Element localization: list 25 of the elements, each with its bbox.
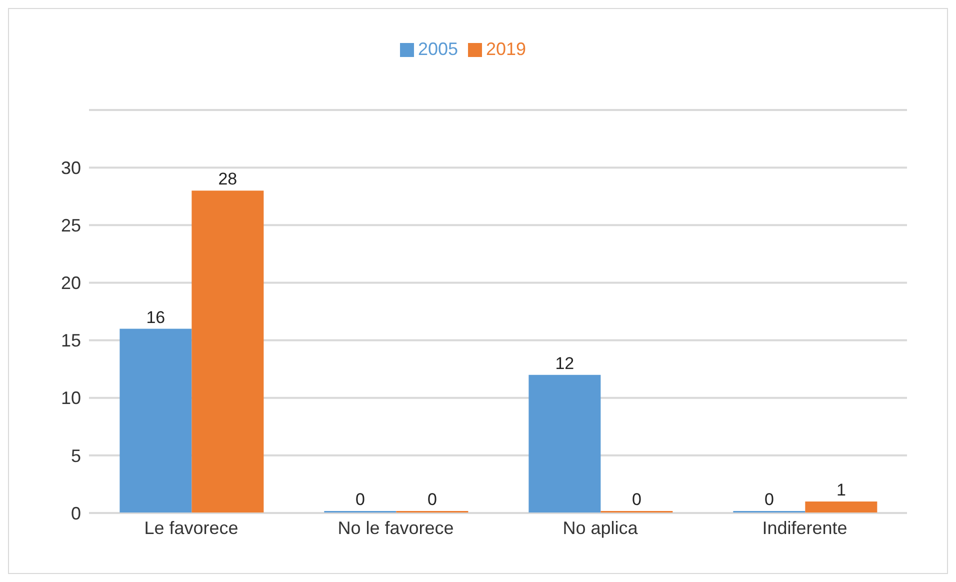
data-label: 1 [836, 480, 846, 500]
bar [192, 190, 264, 513]
data-label: 0 [355, 490, 365, 509]
data-label: 0 [764, 490, 774, 509]
data-label: 0 [632, 490, 642, 509]
x-tick-label: No aplica [562, 518, 639, 538]
y-tick-label: 5 [70, 446, 81, 466]
y-tick-label: 10 [60, 388, 81, 408]
legend-label: 2005 [418, 39, 458, 59]
x-tick-label: No le favorece [338, 518, 454, 538]
y-tick-label: 15 [60, 330, 81, 351]
data-label: 28 [218, 170, 238, 189]
data-label: 0 [427, 490, 437, 509]
bar [528, 374, 601, 513]
bar [805, 501, 878, 513]
data-label: 16 [146, 308, 166, 327]
x-tick-label: Indiferente [762, 518, 848, 538]
bar [120, 328, 192, 513]
y-tick-label: 0 [70, 503, 81, 524]
y-tick-label: 30 [60, 158, 81, 178]
legend-label: 2019 [486, 39, 526, 59]
y-tick-label: 25 [60, 216, 81, 236]
data-label: 12 [555, 354, 574, 373]
y-tick-label: 20 [60, 273, 81, 294]
x-tick-label: Le favorece [144, 518, 238, 538]
